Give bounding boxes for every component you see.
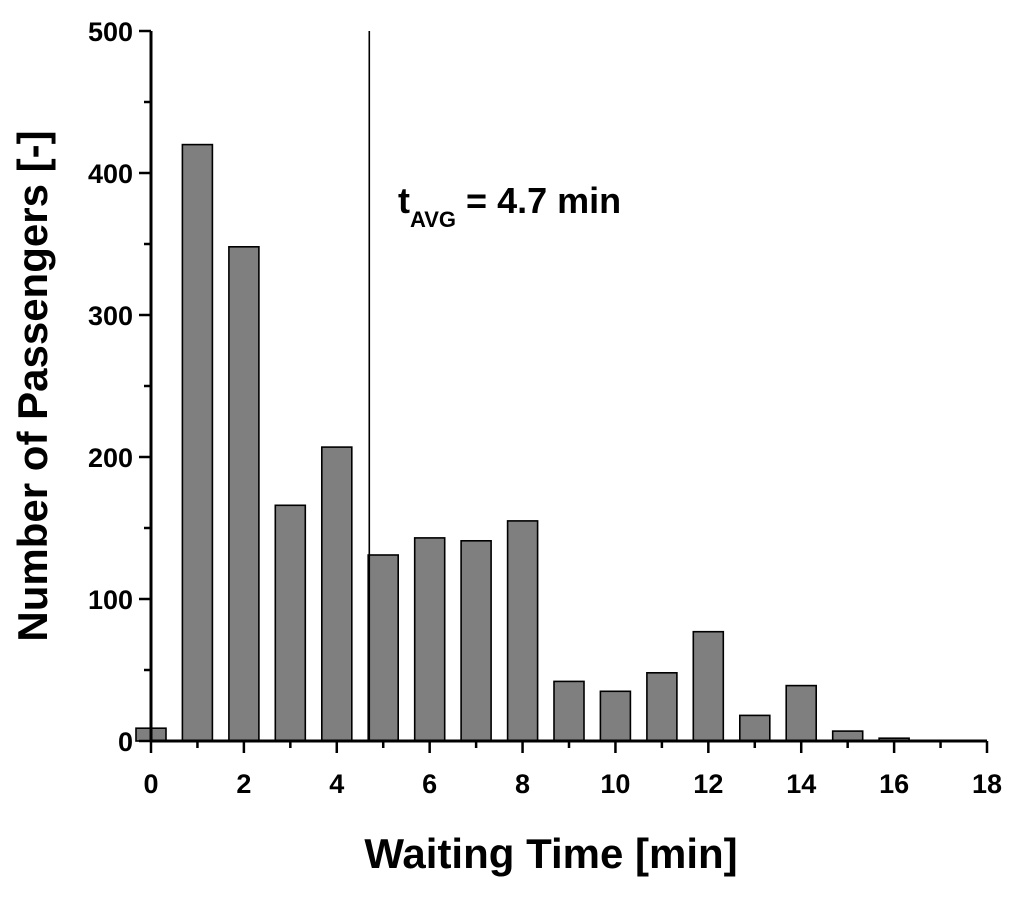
x-tick-label-2: 2 (236, 769, 251, 799)
bar-8 (506, 520, 539, 742)
x-tick-label-18: 18 (972, 769, 1002, 799)
y-tick-label-200: 200 (88, 443, 133, 473)
average-annotation-t: t (398, 180, 410, 221)
x-tick-label-8: 8 (515, 769, 530, 799)
bar-11 (646, 671, 678, 742)
y-axis-title: Number of Passengers [-] (9, 130, 56, 641)
x-tick-label-0: 0 (143, 769, 158, 799)
x-ticks-group: 0 2 4 6 8 10 12 14 16 18 (143, 741, 1002, 799)
x-tick-label-12: 12 (693, 769, 723, 799)
bar-1 (181, 143, 214, 742)
x-tick-label-14: 14 (786, 769, 816, 799)
x-tick-label-16: 16 (879, 769, 909, 799)
y-tick-label-500: 500 (88, 17, 133, 47)
bar-13 (738, 714, 771, 742)
average-annotation-sub: AVG (410, 207, 456, 232)
bar-9 (553, 680, 585, 742)
average-annotation: tAVG = 4.7 min (398, 180, 621, 232)
bar-5 (367, 554, 400, 742)
x-axis-title: Waiting Time [min] (364, 830, 737, 877)
bar-14 (785, 684, 818, 742)
y-tick-label-0: 0 (118, 727, 133, 757)
bar-3 (274, 504, 307, 742)
bar-2 (228, 246, 260, 742)
x-tick-label-6: 6 (422, 769, 437, 799)
y-ticks-group: 0 100 200 300 400 500 (88, 17, 151, 757)
average-annotation-rest: = 4.7 min (456, 180, 621, 221)
bar-7 (460, 539, 492, 742)
bar-10 (599, 690, 632, 742)
bars-group (135, 143, 910, 742)
bar-12 (692, 630, 725, 742)
bar-4 (320, 446, 353, 742)
y-tick-label-300: 300 (88, 301, 133, 331)
x-tick-label-10: 10 (600, 769, 630, 799)
x-tick-label-4: 4 (329, 769, 344, 799)
y-tick-label-400: 400 (88, 159, 133, 189)
bar-6 (413, 537, 446, 742)
y-tick-label-100: 100 (88, 585, 133, 615)
